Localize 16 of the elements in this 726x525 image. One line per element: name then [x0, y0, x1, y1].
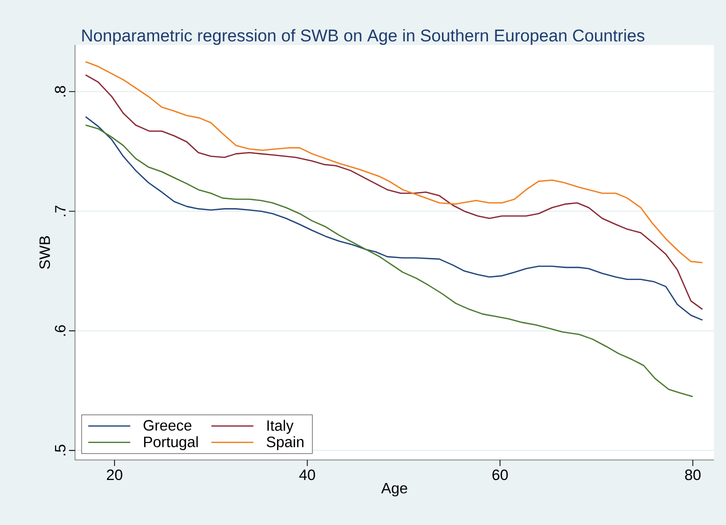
legend-label: Portugal: [144, 436, 198, 450]
y-tick-label: .7: [55, 206, 66, 216]
legend-label: Greece: [144, 420, 192, 431]
y-tick-label: .6: [54, 325, 66, 336]
legend-label: Italy: [267, 420, 294, 434]
x-tick-label: 80: [685, 470, 701, 480]
y-tick-label: .8: [54, 86, 66, 97]
legend-label: Spain: [266, 436, 304, 450]
chart-title: Nonparametric regression of SWB on Age in Southern European Countries: [82, 29, 644, 45]
y-tick-label: .5: [55, 444, 66, 456]
x-axis-title: Age: [381, 482, 408, 496]
x-tick-label: 40: [299, 470, 316, 480]
line-series: [84, 116, 704, 321]
y-axis-title: SWB: [39, 236, 50, 269]
x-tick-label: 20: [106, 470, 122, 480]
x-tick-label: 60: [492, 470, 508, 480]
